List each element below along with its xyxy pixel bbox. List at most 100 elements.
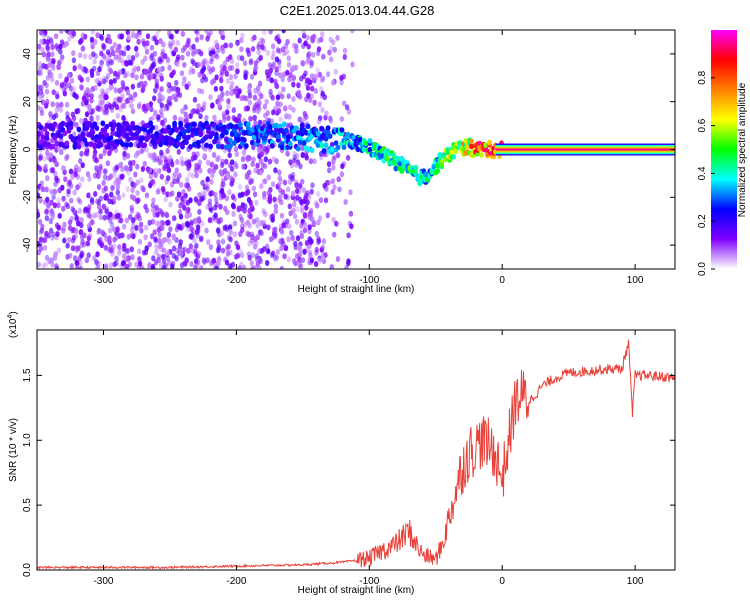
noise-cell [85, 76, 91, 83]
ridge-cell [82, 137, 88, 143]
noise-cell [39, 227, 45, 234]
noise-cell [86, 252, 91, 259]
noise-cell [247, 84, 252, 91]
noise-cell [224, 226, 230, 232]
noise-cell [219, 187, 225, 194]
noise-cell [85, 171, 91, 178]
ridge-cell [190, 132, 195, 138]
noise-cell [221, 193, 226, 200]
noise-cell [94, 78, 100, 85]
noise-cell [154, 220, 159, 227]
noise-cell [241, 264, 247, 269]
noise-cell [326, 161, 332, 168]
noise-cell [37, 61, 43, 68]
noise-cell [159, 173, 165, 180]
noise-cell [108, 262, 114, 269]
noise-cell [280, 237, 285, 244]
noise-cell [165, 56, 171, 63]
noise-cell [277, 238, 282, 244]
noise-cell [127, 59, 133, 66]
noise-cell [109, 247, 114, 254]
noise-cell [37, 240, 41, 247]
noise-cell [130, 187, 135, 194]
ridge-cell [297, 139, 303, 146]
noise-cell [87, 176, 92, 182]
noise-cell [196, 216, 201, 223]
noise-cell [177, 172, 182, 179]
noise-cell [222, 65, 227, 72]
noise-cell [136, 103, 142, 110]
noise-cell [121, 83, 126, 90]
noise-cell [38, 70, 44, 77]
noise-cell [163, 261, 168, 268]
noise-cell [252, 34, 257, 41]
ridge-cell [283, 127, 289, 134]
noise-cell [61, 227, 66, 234]
noise-cell [294, 43, 299, 50]
noise-cell [280, 76, 285, 83]
noise-cell [342, 54, 347, 60]
noise-cell [143, 69, 148, 75]
noise-cell [73, 171, 78, 178]
ridge-cell [214, 134, 219, 141]
colorbar-tick-label: 0.8 [697, 70, 708, 84]
ridge-cell [393, 165, 399, 172]
noise-cell [300, 145, 305, 152]
noise-cell [278, 116, 283, 123]
noise-cell [101, 187, 106, 194]
noise-cell [92, 255, 97, 261]
ridge-cell [196, 139, 201, 146]
noise-cell [121, 246, 126, 253]
noise-cell [228, 228, 233, 235]
noise-cell [283, 245, 289, 251]
noise-cell [274, 158, 279, 165]
noise-cell [209, 161, 214, 168]
noise-cell [129, 246, 134, 253]
noise-cell [121, 50, 127, 57]
ridge-cell [255, 137, 261, 144]
noise-cell [83, 150, 89, 156]
noise-cell [56, 247, 62, 254]
ridge-cell [84, 125, 90, 131]
noise-cell [114, 213, 120, 220]
noise-cell [113, 54, 118, 61]
ridge-cell [259, 125, 265, 132]
noise-cell [231, 107, 236, 114]
noise-cell [157, 168, 162, 174]
noise-cell [52, 188, 58, 195]
colorbar-tick-label: 0.0 [697, 262, 708, 276]
noise-cell [125, 30, 130, 36]
noise-cell [38, 197, 43, 204]
noise-cell [291, 207, 296, 214]
noise-cell [150, 202, 155, 209]
noise-cell [295, 182, 300, 189]
x-tick-label: 0 [499, 576, 505, 587]
noise-cell [92, 172, 98, 179]
ridge-cell [106, 143, 112, 150]
noise-cell [259, 93, 264, 100]
noise-cell [205, 203, 210, 210]
noise-cell [71, 115, 77, 122]
noise-cell [226, 103, 231, 110]
noise-cell [276, 33, 281, 40]
noise-cell [141, 84, 146, 91]
noise-cell [255, 108, 261, 115]
noise-cell [234, 68, 239, 75]
noise-cell [282, 179, 288, 186]
noise-cell [112, 101, 117, 108]
noise-cell [118, 161, 124, 168]
noise-cell [239, 252, 245, 259]
x-tick-label: 0 [499, 275, 505, 286]
ridge-cell [273, 127, 279, 133]
noise-cell [347, 220, 353, 227]
noise-cell [137, 264, 142, 269]
noise-cell [71, 86, 77, 92]
noise-cell [78, 158, 83, 164]
snr-ylabel: SNR (10 * v/v) [8, 418, 19, 482]
noise-cell [134, 74, 139, 81]
noise-cell [267, 198, 272, 205]
noise-cell [128, 165, 133, 172]
noise-cell [159, 56, 165, 63]
ridge-cell [62, 130, 68, 137]
noise-cell [273, 208, 278, 215]
